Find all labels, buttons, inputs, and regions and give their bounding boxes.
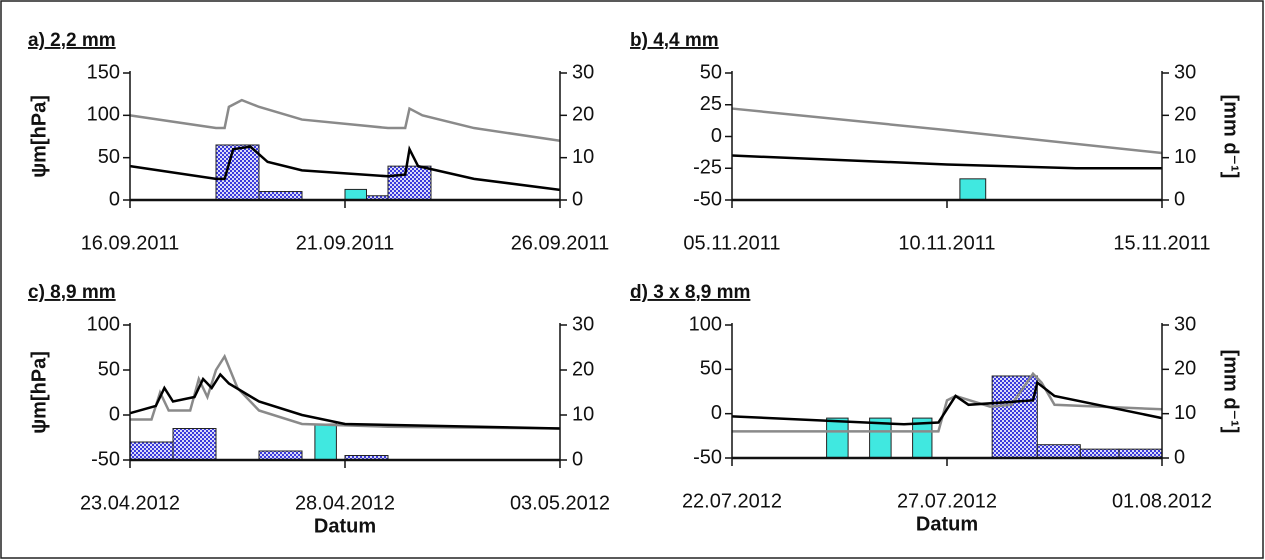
x-tick-label: 10.11.2011 [898, 232, 995, 254]
y-tick-label: 25 [700, 93, 722, 115]
y2-tick-label: 20 [572, 358, 594, 380]
y-axis-label: ψm[hPa] [28, 351, 50, 434]
y2-tick-label: 20 [572, 104, 594, 126]
y-tick-label: -25 [693, 157, 722, 179]
y-tick-label: 150 [87, 61, 120, 83]
bar [172, 428, 217, 461]
y-tick-label: 100 [87, 313, 120, 335]
line [731, 107, 1163, 155]
y-tick-label: 50 [98, 358, 120, 380]
y2-tick-label: 0 [1174, 188, 1185, 210]
y-tick-label: -50 [91, 448, 120, 470]
y2-tick-label: 30 [572, 313, 594, 335]
bar [129, 441, 174, 461]
bar [1118, 448, 1163, 459]
y2-tick-label: 30 [1174, 61, 1196, 83]
y-tick-label: 100 [87, 104, 120, 126]
y-tick-label: 0 [711, 402, 722, 424]
bar [314, 423, 337, 461]
x-tick-label: 01.08.2012 [1112, 490, 1212, 512]
y2-axis-label: [mm d⁻¹] [1220, 95, 1242, 179]
line [731, 380, 1163, 426]
x-tick-label: 26.09.2011 [511, 232, 610, 254]
bar [215, 144, 260, 201]
x-tick-label: 23.04.2012 [80, 492, 180, 514]
y2-axis-label: [mm d⁻¹] [1220, 350, 1242, 434]
y-tick-label: 50 [700, 358, 722, 380]
x-tick-label: 28.04.2012 [295, 492, 395, 514]
x-tick-label: 22.07.2012 [682, 490, 782, 512]
panel-title: a) 2,2 mm [28, 30, 116, 51]
x-axis-label: Datum [314, 515, 376, 537]
bar [1079, 448, 1120, 459]
y2-tick-label: 10 [1174, 146, 1196, 168]
x-tick-label: 15.11.2011 [1113, 232, 1210, 254]
line [731, 154, 1162, 170]
y2-tick-label: 10 [572, 403, 594, 425]
y2-tick-label: 30 [1174, 313, 1196, 335]
bar [258, 191, 303, 201]
y-axis-label: ψm[hPa] [28, 95, 50, 178]
y-tick-label: -50 [693, 188, 722, 210]
bar [991, 375, 1038, 459]
x-tick-label: 03.05.2012 [510, 492, 610, 514]
y-tick-label: 0 [109, 403, 120, 425]
y2-tick-label: 30 [572, 61, 594, 83]
y-tick-label: 0 [109, 188, 120, 210]
y2-tick-label: 10 [1174, 402, 1196, 424]
bar [959, 178, 987, 201]
y-tick-label: -50 [693, 446, 722, 468]
line [129, 145, 561, 192]
y2-tick-label: 0 [572, 448, 583, 470]
y2-tick-label: 20 [1174, 104, 1196, 126]
y2-tick-label: 0 [572, 188, 583, 210]
y-tick-label: 50 [98, 146, 120, 168]
panel-title: b) 4,4 mm [630, 30, 719, 51]
y2-tick-label: 0 [1174, 446, 1185, 468]
x-tick-label: 21.09.2011 [296, 232, 395, 254]
y2-tick-label: 10 [572, 146, 594, 168]
bar [344, 188, 367, 201]
x-tick-label: 16.09.2011 [81, 232, 180, 254]
bar [826, 417, 849, 459]
line [129, 98, 561, 142]
bar [1036, 444, 1081, 459]
y-tick-label: 0 [711, 125, 722, 147]
panel-title: d) 3 x 8,9 mm [630, 282, 750, 303]
bar [258, 450, 303, 461]
line [129, 372, 561, 430]
x-tick-label: 05.11.2011 [683, 232, 780, 254]
panel-title: c) 8,9 mm [28, 282, 116, 303]
x-axis-label: Datum [916, 513, 978, 535]
y-tick-label: 50 [700, 61, 722, 83]
y-tick-label: 100 [689, 313, 722, 335]
y2-tick-label: 20 [1174, 358, 1196, 380]
x-tick-label: 27.07.2012 [897, 490, 997, 512]
bar [387, 165, 432, 201]
